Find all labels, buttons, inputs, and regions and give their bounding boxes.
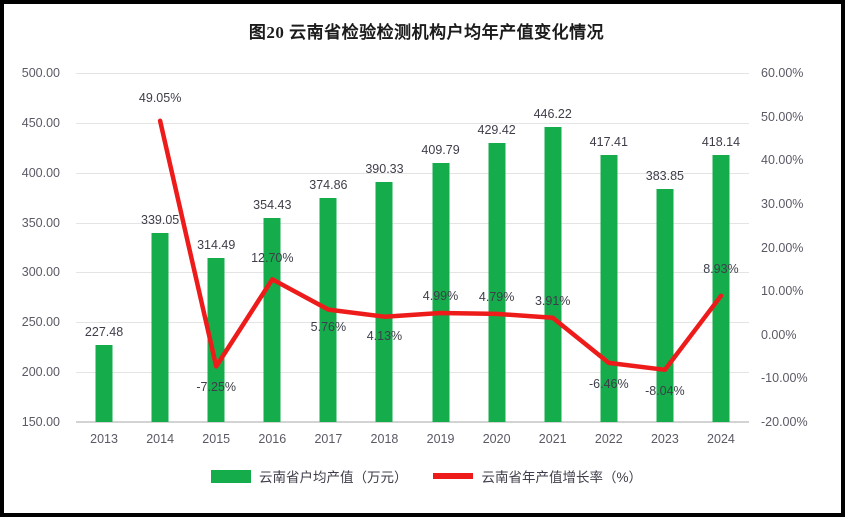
x-axis-tick-label: 2024 xyxy=(707,432,735,446)
legend-item-line[interactable]: 云南省年产值增长率（%） xyxy=(433,466,642,486)
legend: 云南省户均产值（万元） 云南省年产值增长率（%） xyxy=(4,466,841,486)
bar[interactable] xyxy=(544,126,562,422)
line-data-label: -8.04% xyxy=(645,383,685,398)
bar[interactable] xyxy=(375,182,393,422)
bar[interactable] xyxy=(488,143,506,422)
line-data-label: 8.93% xyxy=(703,261,739,276)
y-axis-right-tick-label: 0.00% xyxy=(761,327,797,342)
bar-data-label: 314.49 xyxy=(197,237,236,252)
page-title: 图20 云南省检验检测机构户均年产值变化情况 xyxy=(248,23,605,42)
y-axis-right-tick-label: 30.00% xyxy=(761,196,804,211)
bar[interactable] xyxy=(207,257,225,422)
line-data-label: -6.46% xyxy=(588,376,629,391)
x-axis-tick-label: 2013 xyxy=(90,432,118,446)
legend-item-bar[interactable]: 云南省户均产值（万元） xyxy=(210,466,408,486)
x-axis-tick-label: 2021 xyxy=(538,432,567,446)
y-axis-right-tick-label: -10.00% xyxy=(761,371,808,386)
y-axis-right-tick-label: 20.00% xyxy=(761,240,804,255)
x-axis-line xyxy=(76,421,749,423)
y-axis-left-tick-label: 200.00 xyxy=(21,365,60,380)
line-data-label: 5.76% xyxy=(310,319,347,334)
bar-data-label: 227.48 xyxy=(84,324,124,339)
bar-data-label: 429.42 xyxy=(477,123,516,138)
line-data-label: 4.13% xyxy=(366,328,403,343)
x-axis-tick-label: 2015 xyxy=(202,432,231,446)
bar[interactable] xyxy=(319,197,337,422)
bar-data-label: 409.79 xyxy=(421,142,460,157)
y-axis-right-tick-label: 50.00% xyxy=(761,109,804,124)
y-axis-right-tick-label: 40.00% xyxy=(761,153,804,168)
bar-data-label: 390.33 xyxy=(365,162,404,177)
x-axis-tick-label: 2019 xyxy=(426,432,455,446)
bar[interactable] xyxy=(95,344,113,422)
bar-data-label: 374.86 xyxy=(309,177,348,192)
bar[interactable] xyxy=(712,154,730,422)
x-axis-tick-label: 2023 xyxy=(650,432,679,446)
y-axis-left-tick-label: 450.00 xyxy=(21,115,60,130)
x-axis-tick-label: 2017 xyxy=(314,432,343,446)
bar-data-label: 446.22 xyxy=(533,106,572,121)
x-axis-tick-label: 2020 xyxy=(482,432,511,446)
bar[interactable] xyxy=(263,218,281,422)
y-axis-left-tick-label: 250.00 xyxy=(21,315,60,330)
bar-swatch-icon xyxy=(210,469,251,483)
gridline xyxy=(76,322,749,324)
legend-item-label: 云南省户均产值（万元） xyxy=(258,470,408,485)
y-axis-left-tick-label: 400.00 xyxy=(21,165,60,180)
line-data-label: 49.05% xyxy=(138,90,182,105)
gridline xyxy=(76,272,749,274)
bar-data-label: 383.85 xyxy=(645,168,684,183)
y-axis-left-tick-label: 350.00 xyxy=(21,215,60,230)
y-axis-left-tick-label: 300.00 xyxy=(21,265,60,280)
gridline xyxy=(76,122,749,124)
gridline xyxy=(76,73,749,74)
line-data-label: -7.25% xyxy=(196,380,237,395)
y-axis-right-tick-label: 10.00% xyxy=(761,284,804,299)
x-axis-tick-label: 2016 xyxy=(258,432,287,446)
y-axis-left-tick-label: 500.00 xyxy=(21,66,60,80)
bar[interactable] xyxy=(151,233,169,422)
line-data-label: 3.91% xyxy=(534,293,571,308)
legend-item-label: 云南省年产值增长率（%） xyxy=(481,470,642,485)
plot-area xyxy=(76,73,749,423)
line-swatch-icon xyxy=(433,473,474,479)
bar-data-label: 354.43 xyxy=(253,198,292,213)
line-data-label: 4.79% xyxy=(478,289,515,304)
bar-data-label: 418.14 xyxy=(701,134,741,149)
bar-data-label: 339.05 xyxy=(141,213,180,228)
gridline xyxy=(76,372,749,374)
bar-data-label: 417.41 xyxy=(589,135,628,150)
line-data-label: 4.99% xyxy=(422,288,459,303)
y-axis-left-tick-label: 150.00 xyxy=(21,415,60,429)
x-axis-tick-label: 2018 xyxy=(370,432,399,446)
line-data-label: 12.70% xyxy=(251,251,294,266)
x-axis-tick-label: 2022 xyxy=(594,432,623,446)
x-axis-tick-label: 2014 xyxy=(146,432,175,446)
y-axis-right-tick-label: 60.00% xyxy=(761,66,804,80)
y-axis-right-tick-label: -20.00% xyxy=(761,415,808,429)
